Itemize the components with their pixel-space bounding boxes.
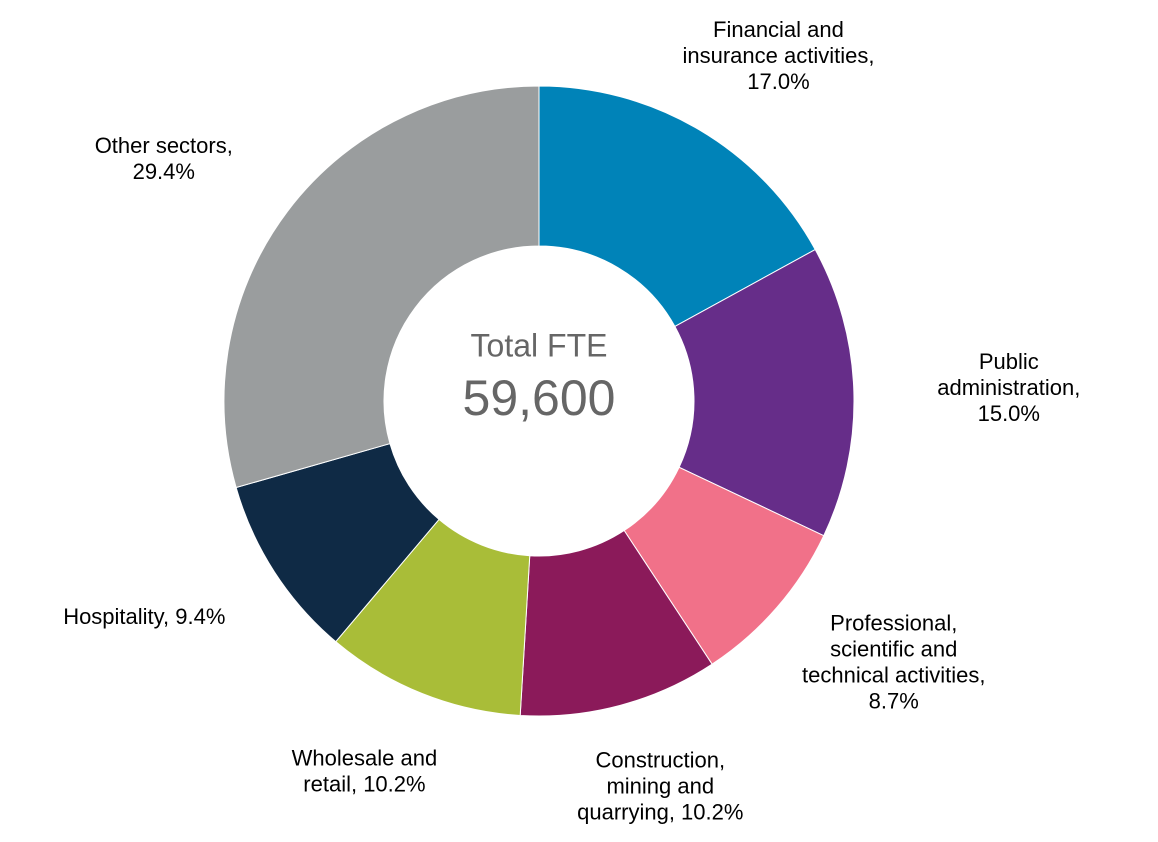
data-label: Wholesale and retail, 10.2% xyxy=(292,745,438,796)
data-label: Construction, mining and quarrying, 10.2% xyxy=(577,747,743,824)
slice xyxy=(538,85,816,328)
center-title: Total FTE xyxy=(471,327,608,363)
center-value: 59,600 xyxy=(463,370,616,426)
data-label: Other sectors, 29.4% xyxy=(95,133,233,184)
data-label: Hospitality, 9.4% xyxy=(63,604,225,629)
data-label: Financial and insurance activities, 17.0% xyxy=(682,17,874,94)
slice xyxy=(223,85,540,489)
data-label: Professional, scientific and technical act… xyxy=(802,610,985,713)
data-label: Public administration, 15.0% xyxy=(937,349,1080,426)
slice xyxy=(674,248,855,537)
